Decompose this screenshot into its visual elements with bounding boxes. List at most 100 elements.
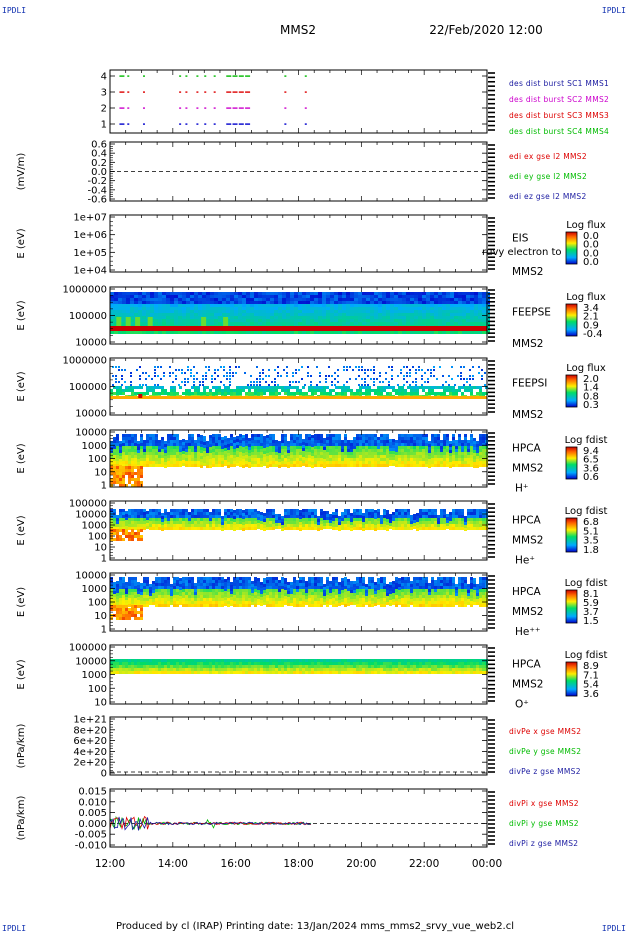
- spectrogram-cell: [246, 310, 250, 313]
- spectrogram-cell: [374, 519, 377, 522]
- spectrogram-cell: [226, 331, 230, 334]
- spectrogram-cell: [134, 455, 137, 458]
- spectrogram-cell: [113, 440, 116, 443]
- spectrogram-cell: [334, 316, 338, 319]
- spectrogram-cell: [329, 452, 332, 455]
- spectrogram-cell: [230, 316, 234, 319]
- spectrogram-cell: [395, 443, 398, 446]
- spectrogram-cell: [458, 301, 462, 304]
- spectrogram-cell: [284, 392, 287, 395]
- spectrogram-cell: [197, 440, 200, 443]
- spectrogram-cell: [158, 518, 161, 521]
- spectrogram-cell: [386, 386, 389, 389]
- spectrogram-cell: [386, 295, 390, 298]
- spectrogram-cell: [323, 389, 326, 392]
- spectrogram-cell: [347, 524, 350, 527]
- spectrogram-cell: [390, 319, 394, 322]
- spectrogram-cell: [173, 458, 176, 461]
- spectrogram-cell: [454, 307, 458, 310]
- spectrogram-cell: [302, 512, 305, 515]
- spectrogram-cell: [476, 524, 479, 527]
- spectrogram-cell: [350, 525, 353, 528]
- spectrogram-cell: [406, 331, 410, 334]
- spectrogram-cell: [296, 524, 299, 527]
- spectrogram-cell: [182, 524, 185, 527]
- spectrogram-cell: [294, 316, 298, 319]
- spectrogram-cell: [329, 517, 332, 520]
- spectrogram-cell: [305, 449, 308, 452]
- spectrogram-cell: [164, 518, 167, 521]
- spectrogram-cell: [116, 518, 119, 521]
- spectrogram-cell: [178, 298, 182, 301]
- spectrogram-cell: [281, 434, 284, 437]
- spectrogram-cell: [389, 448, 392, 451]
- spectrogram-cell: [218, 509, 221, 512]
- spectrogram-cell: [179, 446, 182, 449]
- spectrogram-cell: [197, 527, 200, 530]
- spectrogram-cell: [434, 434, 437, 437]
- burst-mark: [179, 75, 181, 76]
- spectrogram-cell: [413, 449, 416, 452]
- spectrogram-cell: [452, 437, 455, 440]
- spectrogram-cell: [383, 509, 386, 512]
- spectrogram-cell: [413, 389, 416, 392]
- spectrogram-cell: [238, 316, 242, 319]
- spectrogram-cell: [242, 510, 245, 513]
- spectrogram-cell: [215, 386, 218, 389]
- spectrogram-cell: [226, 372, 228, 374]
- spectrogram-cell: [437, 449, 440, 452]
- spectrogram-cell: [404, 449, 407, 452]
- spectrogram-cell: [446, 386, 449, 389]
- spectrogram-cell: [215, 449, 218, 452]
- burst-mark: [226, 107, 231, 108]
- spectrogram-cell: [446, 461, 449, 464]
- spectrogram-cell: [262, 298, 266, 301]
- spectrogram-cell: [194, 389, 197, 392]
- spectrogram-cell: [128, 455, 131, 458]
- spectrogram-cell: [262, 295, 266, 298]
- spectrogram-cell: [458, 310, 462, 313]
- spectrogram-cell: [146, 446, 149, 449]
- spectrogram-cell: [302, 439, 305, 442]
- spectrogram-cell: [314, 295, 318, 298]
- spectrogram-cell: [164, 509, 167, 512]
- spectrogram-cell: [461, 464, 464, 467]
- spectrogram-cell: [374, 528, 377, 531]
- spectrogram-cell: [341, 440, 344, 443]
- spectrogram-cell: [202, 292, 206, 295]
- spectrogram-cell: [350, 452, 353, 455]
- spectrogram-cell: [214, 298, 218, 301]
- spectrogram-cell: [389, 520, 392, 523]
- spectrogram-cell: [354, 295, 358, 298]
- spectrogram-cell: [131, 521, 134, 524]
- spectrogram-cell: [116, 532, 119, 535]
- spectrogram-cell: [286, 292, 290, 295]
- spectrogram-cell: [142, 322, 146, 325]
- spectrogram-cell: [294, 304, 298, 307]
- spectrogram-cell: [470, 310, 474, 313]
- spectrogram-cell: [212, 518, 215, 521]
- y-tick-label: 100000: [69, 499, 107, 510]
- spectrogram-cell: [470, 331, 474, 334]
- spectrogram-cell: [266, 453, 269, 456]
- spectrogram-cell: [346, 316, 350, 319]
- spectrogram-cell: [416, 455, 419, 458]
- spectrogram-cell: [310, 295, 314, 298]
- spectrogram-cell: [185, 452, 188, 455]
- spectrogram-cell: [368, 527, 371, 530]
- spectrogram-cell: [364, 372, 366, 374]
- spectrogram-cell: [323, 514, 326, 517]
- spectrogram-cell: [467, 515, 470, 518]
- spectrogram-cell: [358, 316, 362, 319]
- spectrogram-cell: [306, 319, 310, 322]
- spectrogram-cell: [382, 381, 384, 383]
- spectrogram-cell: [265, 381, 267, 383]
- spectrogram-cell: [293, 461, 296, 464]
- spectrogram-cell: [200, 459, 203, 462]
- spectrogram-cell: [146, 520, 149, 523]
- spectrogram-cell: [419, 449, 422, 452]
- spectrogram-cell: [314, 521, 317, 524]
- spectrogram-cell: [227, 444, 230, 447]
- spectrogram-cell: [346, 369, 348, 371]
